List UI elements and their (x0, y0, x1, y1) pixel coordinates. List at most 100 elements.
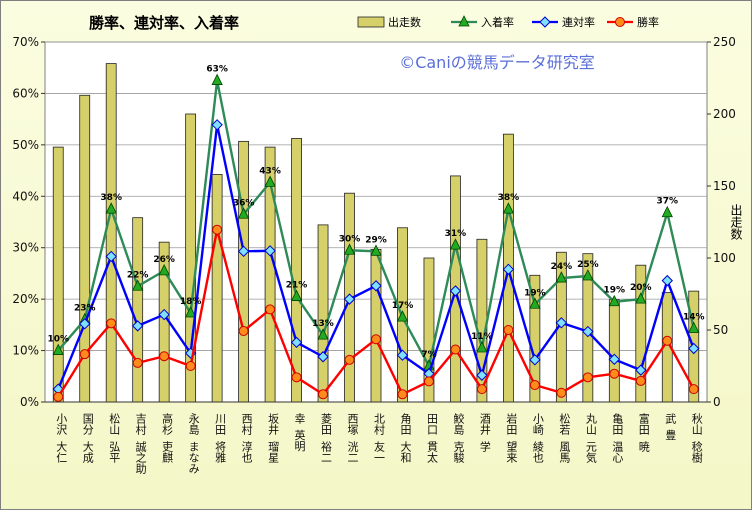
triangle-point-20 (582, 269, 594, 281)
diamond-point-7 (237, 245, 250, 258)
triangle-point-9 (290, 289, 303, 301)
x-category-label: 西村 (240, 413, 253, 435)
circle-point-6 (212, 224, 223, 235)
x-category-label: 岩田 (505, 412, 518, 435)
x-category-label: 富田 (637, 412, 650, 435)
bar-2 (105, 63, 117, 403)
diamond-point-21 (608, 353, 621, 366)
y-left-tick-label: 50% (12, 138, 39, 152)
x-category-label: 小崎 (531, 413, 544, 435)
diamond-point-1 (79, 318, 91, 330)
bar-7 (238, 140, 250, 403)
circle-point-0 (53, 391, 64, 402)
circle-point-23 (662, 335, 673, 346)
y-right-tick-label: 200 (713, 107, 736, 121)
y-left-tick-label: 30% (12, 241, 39, 255)
x-category-label: 洸二 (346, 440, 359, 463)
triangle-point-11 (343, 243, 356, 255)
x-category-label-group: 富田暁 (637, 412, 650, 452)
data-label-3: 22% (127, 270, 149, 280)
data-label-18: 19% (524, 288, 546, 298)
triangle-point-3 (132, 279, 144, 291)
legend-swatch-bar (357, 16, 385, 28)
bar-12 (370, 248, 382, 403)
data-label-16: 11% (471, 332, 493, 342)
circle-point-14 (423, 376, 434, 387)
data-label-12: 29% (365, 235, 387, 245)
circle-point-2 (106, 318, 117, 329)
x-category-label: 稔樹 (690, 440, 703, 464)
x-category-label: 武 (664, 413, 677, 424)
y-right-tick-label: 50 (713, 323, 728, 337)
x-category-label: 英明 (293, 428, 306, 452)
diamond-point-13 (396, 349, 409, 361)
triangle-point-8 (264, 175, 276, 187)
x-category-label: 温心 (611, 441, 624, 463)
x-category-label: 風馬 (558, 441, 571, 464)
x-category-label: 裕二 (320, 441, 333, 463)
bar-10 (317, 224, 329, 403)
data-label-7: 36% (233, 198, 255, 208)
circle-point-22 (635, 375, 646, 386)
diamond-point-3 (131, 320, 144, 332)
x-category-label: 菱田 (320, 413, 333, 435)
data-label-15: 31% (445, 229, 467, 239)
circle-point-16 (476, 384, 487, 395)
y-left-tick-label: 40% (12, 189, 39, 203)
x-category-label: 川田 (214, 413, 227, 435)
triangle-point-18 (529, 297, 541, 309)
circle-point-1 (79, 349, 90, 360)
data-label-19: 24% (551, 262, 573, 272)
diamond-point-8 (264, 245, 276, 257)
x-category-label: 克駿 (452, 441, 465, 464)
x-category-label-group: 武豊 (664, 413, 677, 441)
triangle-point-16 (476, 341, 488, 353)
data-label-11: 30% (339, 234, 361, 244)
bar-9 (291, 138, 302, 403)
data-label-13: 17% (392, 301, 414, 311)
x-category-label: 国分 (81, 413, 94, 435)
x-category-label: 瑠星 (267, 441, 280, 463)
x-category-label: 田口 (425, 413, 438, 435)
legend-marker (458, 15, 470, 27)
x-category-label: 誠之助 (134, 441, 147, 475)
data-label-20: 25% (577, 260, 599, 270)
legend-label: 入着率 (481, 15, 514, 29)
circle-point-8 (265, 304, 276, 315)
x-category-label: 高杉 (161, 412, 174, 436)
bar-6 (211, 174, 223, 403)
x-category-label: 吉村 (134, 413, 147, 435)
data-label-22: 20% (630, 283, 652, 293)
diamond-point-4 (158, 308, 170, 321)
x-category-label: 将雅 (214, 441, 227, 463)
data-label-2: 38% (100, 193, 122, 203)
diamond-point-16 (476, 369, 488, 381)
legend-marker (615, 17, 625, 27)
diamond-point-20 (582, 325, 594, 338)
legend: 出走数 入着率 連対率 勝率 (357, 15, 659, 29)
circle-point-3 (132, 357, 143, 368)
y-left-tick-label: 0% (20, 395, 39, 409)
triangle-point-6 (211, 73, 223, 85)
y-right-tick-label: 100 (713, 251, 736, 265)
circle-point-7 (238, 326, 249, 337)
triangle-point-5 (184, 306, 197, 318)
x-category-label: 秋山 (690, 412, 703, 435)
watermark: ©Caniの競馬データ研究室 (399, 53, 595, 72)
x-category-label: 松山 (108, 412, 121, 435)
diamond-point-12 (370, 280, 382, 292)
x-category-label: 松若 (558, 412, 571, 436)
triangle-point-12 (370, 244, 382, 256)
diamond-point-9 (290, 336, 303, 349)
data-label-8: 43% (259, 166, 281, 176)
triangle-point-24 (688, 321, 700, 333)
x-category-label: 貫太 (425, 441, 438, 464)
